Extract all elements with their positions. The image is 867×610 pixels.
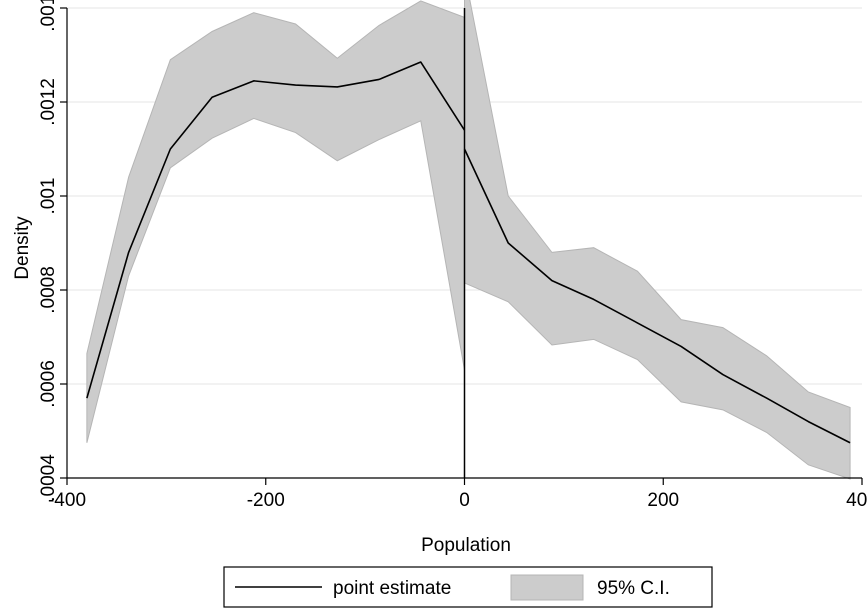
- legend-label-point-estimate: point estimate: [333, 578, 451, 599]
- confidence-band: [86, 0, 851, 480]
- y-axis-ticks: .0004 .0006 .0008 .001 .0012 .0014: [38, 0, 67, 502]
- x-axis-ticks: -400 -200 0 200 400: [48, 478, 867, 511]
- x-tick-label-1: -200: [247, 490, 285, 511]
- point-estimate-lines: [86, 61, 851, 444]
- x-axis-title: Population: [421, 535, 511, 556]
- x-tick-label-0: -400: [48, 490, 86, 511]
- x-tick-label-3: 200: [647, 490, 679, 511]
- y-tick-label-4: .0012: [38, 78, 59, 126]
- x-tick-label-4: 400: [846, 490, 867, 511]
- legend: point estimate 95% C.I.: [223, 566, 713, 608]
- legend-swatch-ci: [510, 574, 584, 601]
- y-tick-label-0: .0004: [38, 454, 59, 502]
- ci-band-segment-1: [464, 0, 851, 480]
- y-tick-label-3: .001: [38, 178, 59, 215]
- y-tick-label-1: .0006: [38, 360, 59, 408]
- point-estimate-line-1: [463, 148, 851, 444]
- point-estimate-line-0: [86, 61, 466, 399]
- legend-label-ci: 95% C.I.: [597, 578, 670, 599]
- y-tick-label-2: .0008: [38, 266, 59, 314]
- y-axis-title: Density: [12, 216, 33, 280]
- x-tick-label-2: 0: [459, 490, 470, 511]
- y-tick-label-5: .0014: [38, 0, 59, 32]
